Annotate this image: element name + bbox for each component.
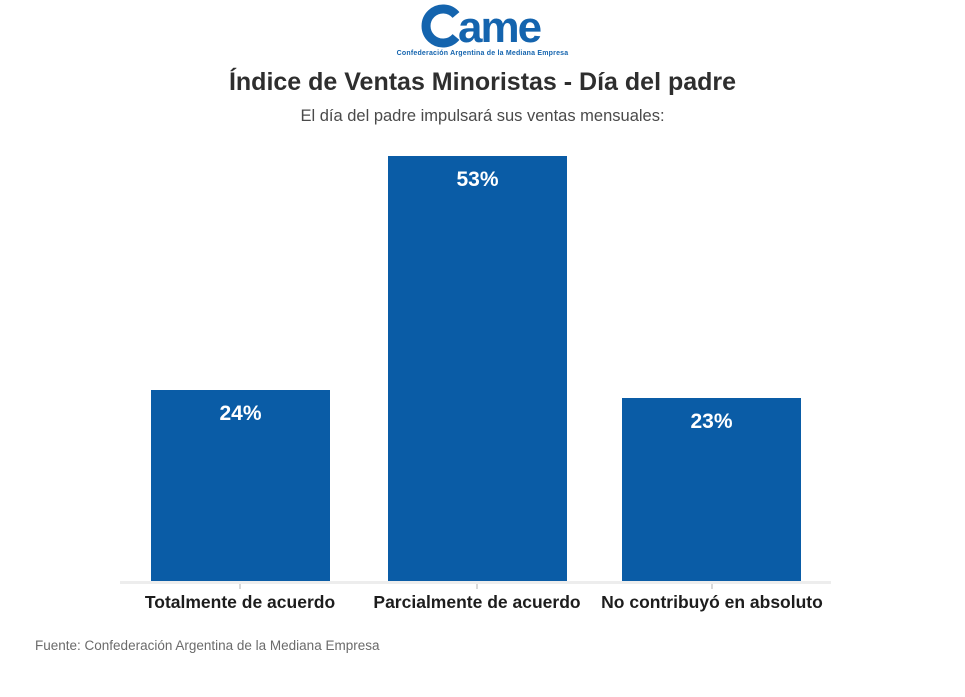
- page-subtitle: El día del padre impulsará sus ventas me…: [300, 107, 665, 125]
- bar-chart: 24% 53% 23%: [120, 156, 831, 589]
- x-axis-tick: [239, 584, 241, 589]
- came-logo: ame Confederación Argentina de la Median…: [0, 3, 965, 57]
- page-title: Índice de Ventas Minoristas - Día del pa…: [228, 68, 737, 96]
- came-logo-mark: ame: [421, 3, 542, 49]
- logo-wordmark: ame: [458, 3, 541, 49]
- category-label: Parcialmente de acuerdo: [373, 592, 581, 612]
- source-note: Fuente: Confederación Argentina de la Me…: [35, 638, 380, 653]
- bar-value-label: 24%: [219, 402, 262, 425]
- logo-tagline: Confederación Argentina de la Mediana Em…: [396, 50, 569, 57]
- x-axis-line: [120, 581, 831, 584]
- bar: 24%: [151, 390, 330, 583]
- bar: 53%: [388, 156, 567, 583]
- x-axis-tick: [476, 584, 478, 589]
- bar-value-label: 23%: [690, 410, 733, 433]
- category-label: Totalmente de acuerdo: [144, 592, 336, 612]
- x-axis-tick: [711, 584, 713, 589]
- category-label: No contribuyó en absoluto: [601, 592, 823, 612]
- logo-c-ring: [421, 4, 459, 48]
- bar-value-label: 53%: [456, 168, 499, 191]
- bar: 23%: [622, 398, 801, 583]
